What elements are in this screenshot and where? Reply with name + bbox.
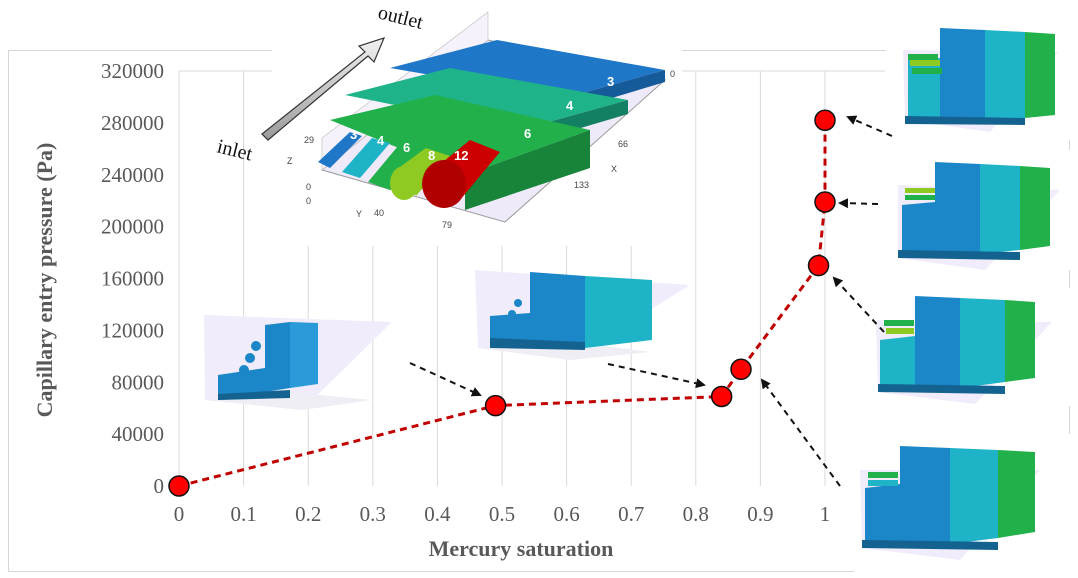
x-tick-label: 0.1 [230,502,256,526]
arrow-to-point-6 [838,198,879,209]
slab-6-side [465,130,590,210]
tube-label-6: 6 [403,140,410,155]
y-tick-label: 0 [154,474,165,498]
slab-3-top [390,40,665,98]
x-tick-labels: 0 0.1 0.2 0.3 0.4 0.5 0.6 0.7 0.8 0.9 1 [174,502,831,526]
inset-y-tick-0: 0 [306,196,311,206]
y-tick-label: 240000 [101,163,164,187]
data-point-5 [807,254,830,277]
x-tick-label: 0.6 [553,502,579,526]
x-tick-label: 0 [174,502,185,526]
inlet-label: inlet [215,136,255,166]
tube-label-4: 4 [377,133,385,148]
state-inset-1 [204,315,392,410]
tube-label-8: 8 [428,148,435,163]
arrow-to-point-7 [846,115,893,137]
slab-label-4: 4 [566,98,574,113]
x-axis-title: Mercury saturation [429,536,614,561]
tube-label-12: 12 [454,148,468,163]
tube-6 [368,146,420,190]
y-tick-label: 320000 [101,59,164,83]
tube-12-end [422,160,466,208]
state-inset-4 [884,150,1070,270]
arrow-to-point-3 [607,363,706,389]
inset-x-tick-0: 0 [670,69,675,79]
inset-y-tick-40: 40 [374,208,384,218]
geometry-inset: 3 4 6 3 4 6 8 12 29 0 Z 0 40 79 Y 0 66 1… [215,2,682,246]
slab-6-top [330,95,590,175]
y-tick-label: 80000 [112,370,165,394]
inset-z-letter: Z [287,156,293,166]
x-tick-label: 0.8 [683,502,709,526]
data-point-6 [814,191,836,213]
tube-8 [396,148,450,196]
arrow-to-point-5 [832,276,885,333]
series-markers [168,109,836,497]
inset-x-tick-133: 133 [574,180,589,190]
slab-label-6: 6 [524,126,531,141]
inset-x-tick-66: 66 [618,139,628,149]
y-axis-title: Capillary entry pressure (Pa) [32,143,57,418]
data-point-4 [730,358,752,381]
data-point-7 [814,109,836,132]
inset-z-tick-29: 29 [304,135,314,145]
y-tick-label: 200000 [101,215,164,239]
y-tick-labels: 0 40000 80000 120000 160000 200000 240000 28000… [101,59,164,498]
state-inset-2 [475,270,690,360]
y-tick-label: 120000 [101,318,164,342]
arrow-to-point-4 [760,378,841,487]
state-insets [204,10,1070,574]
state-inset-6 [854,434,1070,574]
state-inset-5 [872,288,1070,406]
y-tick-label: 160000 [101,267,164,291]
flow-arrow-icon [261,37,386,141]
arrow-to-point-2 [409,362,482,397]
tube-3 [318,132,362,168]
inset-y-letter: Y [356,209,362,219]
x-tick-label: 0.3 [360,502,386,526]
data-point-3 [710,385,733,408]
x-tick-label: 0.4 [424,502,451,526]
x-tick-label: 0.2 [295,502,321,526]
state-inset-3 [886,10,1070,140]
inset-x-letter: X [611,164,617,174]
annotation-arrows [409,115,893,487]
x-tick-label: 0.5 [489,502,515,526]
x-tick-label: 0.9 [747,502,773,526]
inset-z-tick-0: 0 [306,182,311,192]
data-point-1 [168,475,190,497]
y-tick-label: 280000 [101,111,164,135]
x-tick-label: 0.7 [618,502,644,526]
tube-label-3: 3 [350,127,357,142]
x-tick-label: 1 [820,502,831,526]
slab-label-3: 3 [607,74,614,89]
tube-4 [342,138,390,178]
slab-4-top [345,68,628,130]
y-tick-label: 40000 [112,422,165,446]
data-point-2 [484,394,507,417]
inset-y-tick-79: 79 [442,220,452,230]
